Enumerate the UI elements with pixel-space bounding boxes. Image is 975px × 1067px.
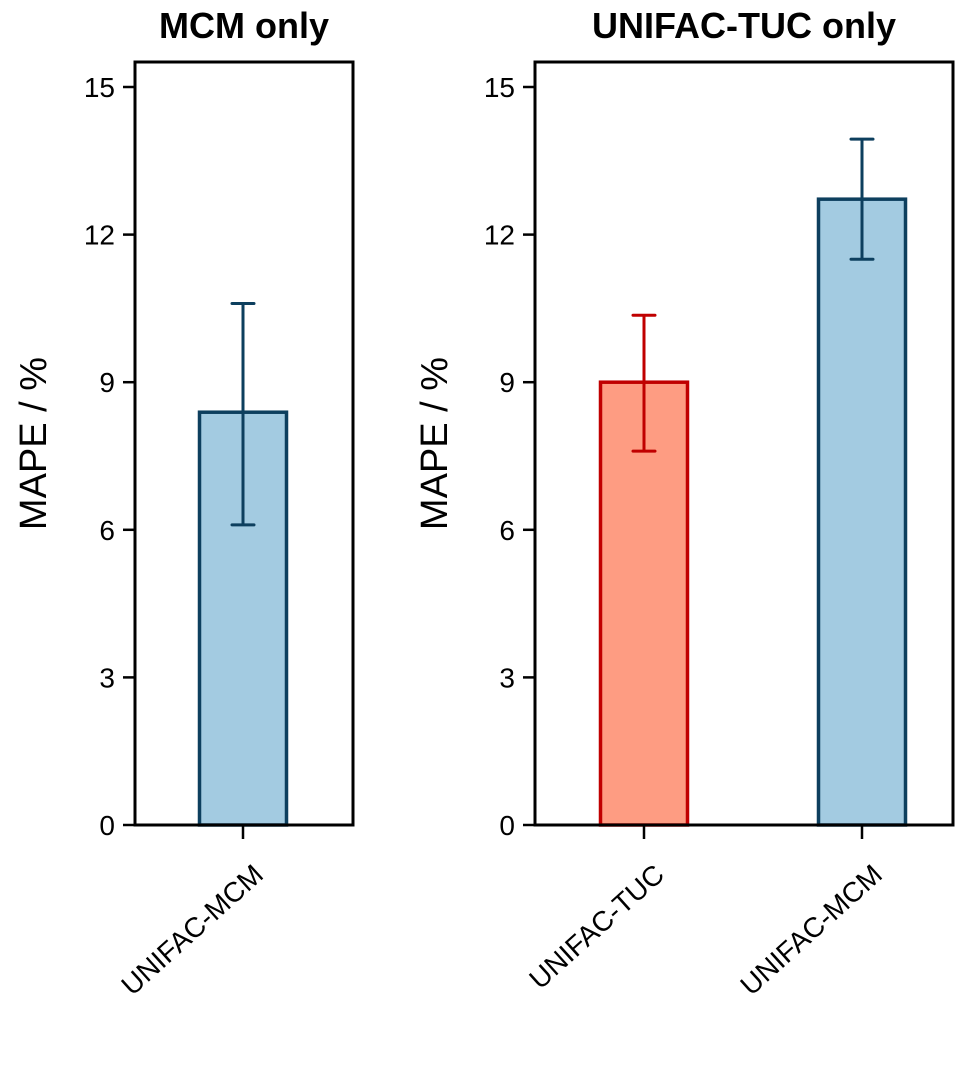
x-tick-label: UNIFAC-MCM [115, 858, 269, 1001]
y-tick-label: 0 [499, 810, 515, 841]
y-tick-label: 15 [84, 72, 115, 103]
y-axis-label: MAPE / % [13, 357, 55, 530]
y-tick-label: 9 [99, 367, 115, 398]
bar [598, 380, 690, 827]
y-tick-label: 3 [99, 662, 115, 693]
y-tick-label: 12 [84, 220, 115, 251]
y-tick-label: 6 [499, 515, 515, 546]
chart-title: MCM only [159, 5, 329, 46]
y-tick-label: 3 [499, 662, 515, 693]
x-tick-label: UNIFAC-TUC [523, 858, 670, 994]
chart-title: UNIFAC-TUC only [592, 5, 896, 46]
plot-frame [133, 60, 355, 827]
y-axis-label: MAPE / % [414, 357, 456, 530]
plot-frame [533, 60, 955, 827]
y-tick-label: 0 [99, 810, 115, 841]
y-tick-label: 6 [99, 515, 115, 546]
y-tick-label: 15 [484, 72, 515, 103]
y-tick-label: 12 [484, 220, 515, 251]
bar [816, 197, 908, 827]
x-tick-label: UNIFAC-MCM [734, 858, 888, 1001]
y-tick-label: 9 [499, 367, 515, 398]
